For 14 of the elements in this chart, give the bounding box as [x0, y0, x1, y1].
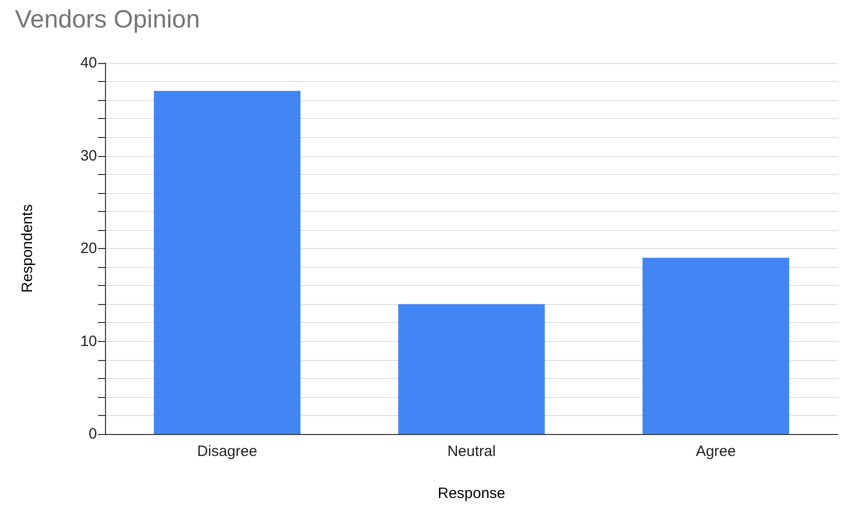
x-axis-title: Response: [438, 485, 506, 502]
y-axis-title: Respondents: [19, 204, 36, 293]
x-tick-label: Disagree: [197, 443, 258, 460]
x-tick-label: Neutral: [447, 443, 496, 460]
y-tick-label: 30: [80, 147, 97, 164]
y-tick-label: 20: [80, 240, 97, 257]
bar: [154, 90, 300, 434]
x-tick-label: Agree: [696, 443, 736, 460]
y-tick-label: 0: [88, 426, 97, 442]
bar: [398, 304, 545, 434]
bar: [642, 258, 790, 434]
y-tick-label: 10: [80, 332, 97, 350]
chart-title: Vendors Opinion: [15, 6, 200, 34]
y-tick-label: 40: [80, 54, 97, 72]
